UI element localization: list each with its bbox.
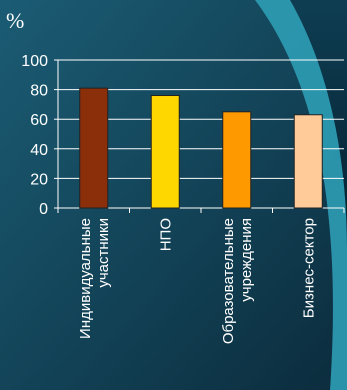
y-tick-label: 0: [39, 201, 48, 218]
category-label-line: Индивидуальные: [77, 218, 94, 339]
category-label-line: учреждения: [238, 218, 255, 302]
y-tick-label: 60: [30, 112, 48, 129]
category-label-line: Бизнес-сектор: [300, 218, 317, 318]
bars: [79, 87, 323, 209]
category-labels: Индивидуальные участники НПО Образовательны…: [77, 218, 318, 344]
unit-label: %: [6, 8, 25, 33]
bar: [79, 87, 109, 209]
category-label-line: участники: [95, 218, 112, 288]
decorative-swoosh: [255, 0, 347, 390]
bar: [150, 95, 180, 209]
y-tick-label: 80: [30, 83, 48, 100]
y-tick-labels: 0 20 40 60 80 100: [21, 53, 48, 218]
bar: [293, 114, 323, 209]
decorative-swoosh-dark: [290, 0, 347, 250]
category-label: Образовательные учреждения: [220, 218, 255, 344]
y-tick-label: 40: [30, 142, 48, 159]
category-label-line: Образовательные: [220, 218, 237, 344]
y-tick-label: 20: [30, 171, 48, 188]
category-label-line: НПО: [157, 218, 174, 251]
y-tick-label: 100: [21, 53, 48, 70]
category-label: Индивидуальные участники: [77, 218, 112, 339]
category-label: Бизнес-сектор: [300, 218, 317, 318]
bar: [222, 111, 252, 209]
category-label: НПО: [157, 218, 174, 251]
